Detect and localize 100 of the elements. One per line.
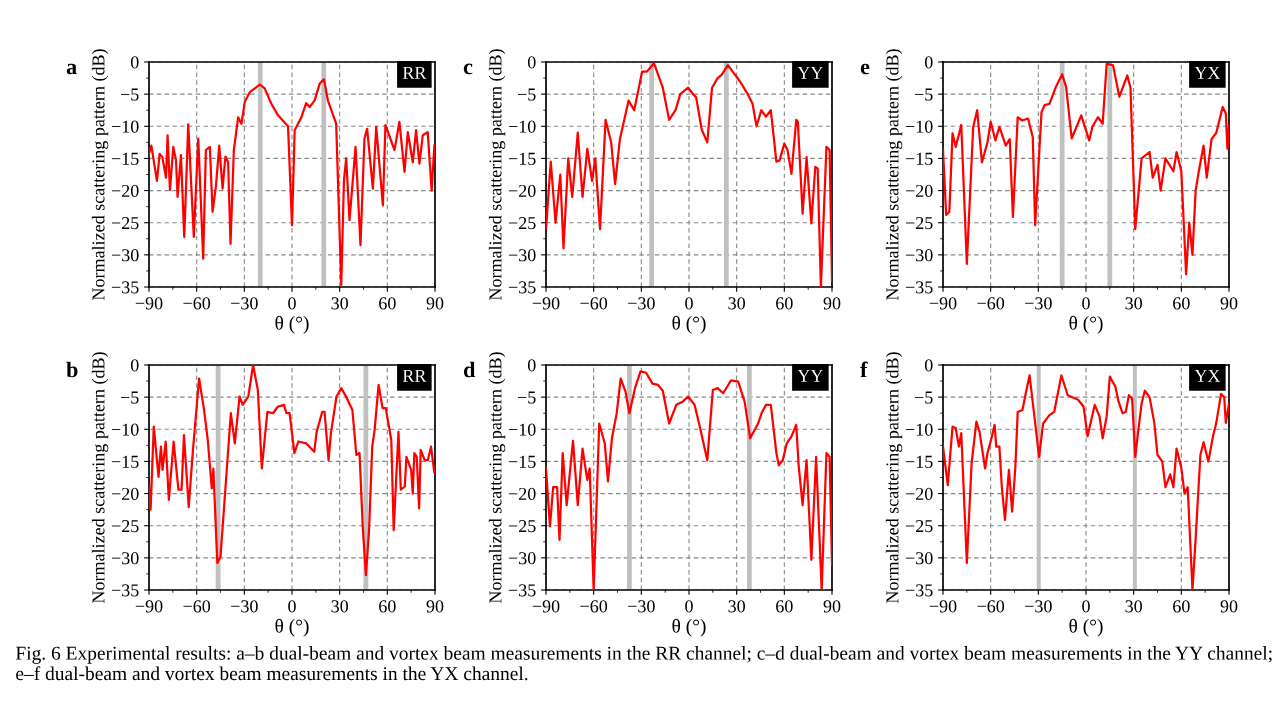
y-tick-label: −25 bbox=[111, 217, 139, 230]
x-tick-label: 60 bbox=[776, 297, 793, 310]
y-axis-title: Normalized scattering pattern (dB) bbox=[885, 49, 903, 301]
x-tick-label: −90 bbox=[929, 600, 957, 613]
annotation: YX bbox=[1194, 369, 1221, 382]
y-tick-label: −5 bbox=[517, 88, 536, 101]
x-tick-label: −30 bbox=[628, 297, 655, 310]
x-tick-label: 90 bbox=[823, 297, 841, 310]
y-tick-label: −10 bbox=[111, 120, 139, 133]
chart-title: c bbox=[463, 63, 473, 75]
x-axis-title: θ (°) bbox=[275, 315, 309, 334]
y-tick-label: −15 bbox=[905, 152, 933, 165]
chart-title: a bbox=[66, 63, 77, 75]
y-tick-label: −25 bbox=[905, 217, 933, 230]
y-tick-label: −35 bbox=[508, 584, 536, 597]
x-axis-title: θ (°) bbox=[1069, 315, 1103, 334]
x-tick-label: 30 bbox=[1125, 600, 1143, 613]
annotation: RR bbox=[402, 369, 427, 382]
y-tick-label: −5 bbox=[120, 88, 139, 101]
y-axis-title: Normalized scattering pattern (dB) bbox=[885, 352, 903, 604]
x-tick-label: −30 bbox=[628, 600, 655, 613]
x-tick-label: −90 bbox=[532, 297, 560, 310]
x-tick-label: 60 bbox=[379, 600, 396, 613]
y-axis-title: Normalized scattering pattern (dB) bbox=[91, 49, 109, 301]
x-tick-label: 0 bbox=[685, 600, 693, 613]
y-tick-label: 0 bbox=[130, 56, 139, 69]
y-axis-title: Normalized scattering pattern (dB) bbox=[488, 352, 506, 604]
x-tick-label: 30 bbox=[728, 297, 746, 310]
y-tick-label: −35 bbox=[111, 281, 139, 294]
y-tick-label: −30 bbox=[905, 249, 933, 262]
x-tick-label: 60 bbox=[1173, 297, 1190, 310]
y-tick-label: 0 bbox=[924, 56, 933, 69]
x-tick-label: 30 bbox=[331, 600, 349, 613]
x-tick-label: 60 bbox=[1173, 600, 1190, 613]
x-tick-label: −60 bbox=[580, 600, 608, 613]
annotation: YX bbox=[1194, 66, 1221, 79]
y-tick-label: −35 bbox=[905, 584, 933, 597]
x-tick-label: −30 bbox=[1025, 297, 1052, 310]
x-tick-label: −90 bbox=[929, 297, 957, 310]
y-tick-label: −20 bbox=[905, 184, 933, 198]
y-tick-label: −15 bbox=[905, 455, 933, 468]
y-axis-title: Normalized scattering pattern (dB) bbox=[91, 352, 109, 604]
y-tick-label: 0 bbox=[130, 359, 139, 372]
x-tick-label: 0 bbox=[1082, 600, 1090, 613]
y-tick-label: −15 bbox=[508, 152, 536, 165]
x-tick-label: −30 bbox=[231, 600, 258, 613]
y-tick-label: −10 bbox=[508, 423, 536, 436]
y-tick-label: −30 bbox=[508, 249, 536, 262]
y-tick-label: −20 bbox=[905, 487, 933, 501]
x-tick-label: 90 bbox=[426, 600, 444, 613]
y-tick-label: −30 bbox=[111, 249, 139, 262]
x-tick-label: −90 bbox=[532, 600, 560, 613]
x-tick-label: 30 bbox=[1125, 297, 1143, 310]
y-tick-label: −30 bbox=[905, 552, 933, 565]
x-tick-label: −30 bbox=[1025, 600, 1052, 613]
annotation: RR bbox=[402, 66, 427, 79]
y-tick-label: 0 bbox=[527, 56, 536, 69]
y-tick-label: 0 bbox=[924, 359, 933, 372]
x-tick-label: −60 bbox=[183, 600, 211, 613]
y-tick-label: −5 bbox=[914, 88, 933, 101]
x-tick-label: 30 bbox=[331, 297, 349, 310]
y-tick-label: 0 bbox=[527, 359, 536, 372]
chart-title: d bbox=[463, 361, 476, 378]
x-tick-label: 60 bbox=[379, 297, 396, 310]
caption: Fig. 6 Experimental results: a–b dual-beam and vortex beam measurements in the RR channel; c–d dual-beam and vortex beam measurements in the YY channel; e–f dual-beam and vortex beam measurements in the YX channel. bbox=[15, 646, 1272, 681]
y-tick-label: −20 bbox=[111, 184, 139, 198]
y-tick-label: −30 bbox=[111, 552, 139, 565]
x-tick-label: −60 bbox=[580, 297, 608, 310]
chart-title: e bbox=[860, 63, 870, 75]
x-tick-label: −90 bbox=[135, 297, 163, 310]
y-tick-label: −10 bbox=[905, 120, 933, 133]
y-tick-label: −35 bbox=[905, 281, 933, 294]
y-tick-label: −15 bbox=[508, 455, 536, 468]
chart-title: b bbox=[66, 361, 78, 378]
y-tick-label: −20 bbox=[508, 184, 536, 198]
x-tick-label: 0 bbox=[685, 297, 693, 310]
x-tick-label: 90 bbox=[426, 297, 444, 310]
chart-title: f bbox=[860, 361, 868, 378]
y-tick-label: −15 bbox=[111, 152, 139, 165]
y-tick-label: −20 bbox=[111, 487, 139, 501]
y-tick-label: −20 bbox=[508, 487, 536, 501]
x-tick-label: 90 bbox=[1220, 297, 1238, 310]
y-tick-label: −30 bbox=[508, 552, 536, 565]
y-tick-label: −35 bbox=[111, 584, 139, 597]
y-tick-label: −10 bbox=[111, 423, 139, 436]
x-tick-label: −90 bbox=[135, 600, 163, 613]
x-tick-label: −60 bbox=[977, 600, 1005, 613]
y-tick-label: −25 bbox=[508, 217, 536, 230]
annotation: YY bbox=[797, 66, 823, 79]
y-tick-label: −5 bbox=[517, 391, 536, 404]
y-tick-label: −25 bbox=[111, 520, 139, 533]
x-tick-label: −60 bbox=[183, 297, 211, 310]
y-tick-label: −35 bbox=[508, 281, 536, 294]
x-tick-label: −60 bbox=[977, 297, 1005, 310]
x-axis-title: θ (°) bbox=[672, 618, 706, 637]
annotation: YY bbox=[797, 369, 823, 382]
x-tick-label: 0 bbox=[1082, 297, 1090, 310]
y-tick-label: −5 bbox=[914, 391, 933, 404]
x-tick-label: 30 bbox=[728, 600, 746, 613]
x-tick-label: 0 bbox=[288, 600, 296, 613]
